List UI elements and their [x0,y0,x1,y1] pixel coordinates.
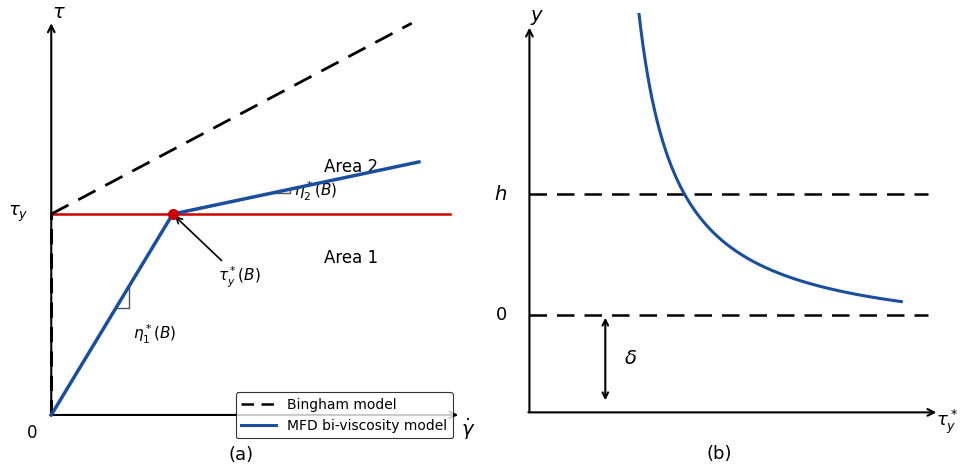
Text: (b): (b) [705,445,731,463]
Text: (a): (a) [228,446,254,464]
Text: $\tau$: $\tau$ [52,4,65,22]
Text: $\delta$: $\delta$ [624,350,636,368]
Text: $\eta_2^*(B)$: $\eta_2^*(B)$ [294,180,337,203]
Text: 0: 0 [495,306,506,324]
Text: $\eta_1^*(B)$: $\eta_1^*(B)$ [133,323,176,346]
Legend: Bingham model, MFD bi-viscosity model: Bingham model, MFD bi-viscosity model [235,393,452,439]
Text: $h$: $h$ [493,185,506,204]
Text: $\tau_y^*(B)$: $\tau_y^*(B)$ [176,217,260,290]
Text: $\tau_y^*$: $\tau_y^*$ [935,408,957,436]
Text: $y$: $y$ [530,8,544,27]
Text: Area 2: Area 2 [324,158,379,175]
Text: Area 1: Area 1 [324,249,379,267]
Text: $\tau_y$: $\tau_y$ [8,204,29,224]
Text: 0: 0 [27,424,37,442]
Text: $\dot{\gamma}$: $\dot{\gamma}$ [461,417,476,442]
